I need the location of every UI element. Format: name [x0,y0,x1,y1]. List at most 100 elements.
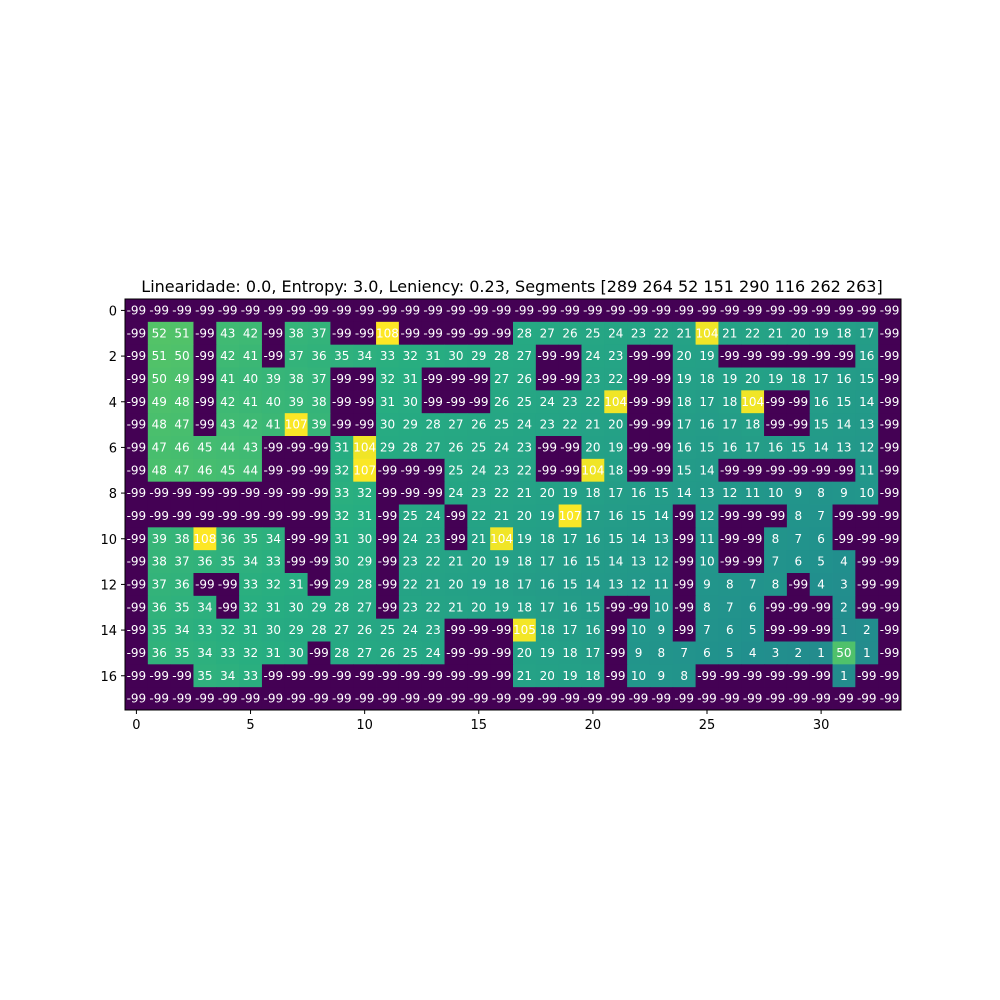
heatmap-cell [193,641,217,665]
cell-value-label: -99 [674,600,694,614]
heatmap-cell [581,504,605,528]
cell-value-label: -99 [743,509,763,523]
heatmap-cell [581,299,605,323]
cell-value-label: 15 [836,395,851,409]
heatmap-cell [421,299,445,323]
cell-value-label: 17 [859,326,874,340]
heatmap-cell [398,481,423,505]
cell-value-label: 29 [334,577,349,591]
cell-value-label: -99 [400,669,420,683]
cell-value-label: -99 [537,303,557,317]
cell-value-label: -99 [652,395,672,409]
heatmap-cell [672,390,696,414]
heatmap-cell [193,595,217,620]
cell-value-label: 17 [677,418,692,432]
cell-value-label: 2 [863,623,871,637]
heatmap-cell [147,413,172,437]
heatmap-cell [535,344,560,368]
heatmap-cell [558,687,582,711]
heatmap-cell [353,390,377,414]
cell-value-label: 29 [380,440,395,454]
heatmap-cell [672,436,696,460]
heatmap-cell [809,687,833,711]
cell-value-label: 16 [585,532,600,546]
plot-frame [124,298,902,711]
cell-value-label: -99 [127,303,147,317]
heatmap-cell [307,299,331,323]
cell-value-label: 16 [540,577,555,591]
heatmap-cell [604,550,628,574]
cell-value-label: -99 [766,509,786,523]
cell-value-label: 24 [425,509,440,523]
heatmap-cell [261,367,286,391]
heatmap-cell [513,436,537,460]
cell-value-label: -99 [537,692,557,706]
cell-value-label: 25 [517,395,532,409]
cell-value-label: 10 [859,486,874,500]
cell-value-label: 30 [380,418,395,432]
cell-value-label: 30 [334,555,349,569]
heatmap-cell [125,481,149,505]
cell-value-label: 11 [745,486,760,500]
cell-value-label: 20 [540,486,555,500]
cell-value-label: 19 [517,532,532,546]
heatmap-cell [125,321,149,346]
cell-value-label: -99 [629,440,649,454]
cell-value-label: 30 [266,623,281,637]
heatmap-cell [444,618,468,642]
heatmap-cell [330,481,354,505]
heatmap-cell [376,664,400,688]
heatmap-cell [558,390,582,414]
cell-value-label: 20 [517,509,532,523]
heatmap-cell [444,595,468,620]
heatmap-cell [535,595,560,620]
cell-value-label: -99 [720,509,740,523]
heatmap-cell [193,664,217,688]
cell-value-label: -99 [811,463,831,477]
heatmap-cell [376,595,400,620]
heatmap-cell [467,641,491,665]
heatmap-cells [125,299,902,711]
heatmap-cell [764,550,788,574]
cell-value-label: -99 [127,577,147,591]
cell-value-label: -99 [811,600,831,614]
cell-value-label: 26 [562,326,577,340]
heatmap-cell [718,595,742,620]
cell-value-label: 25 [403,646,418,660]
heatmap-cell [421,573,445,597]
heatmap-cell [170,664,194,688]
heatmap-cell [261,687,286,711]
heatmap-cell [627,687,651,711]
cell-value-label: -99 [857,555,877,569]
y-tick-label: 0 [109,304,117,319]
cell-value-label: 38 [174,532,189,546]
heatmap-cell [855,458,879,483]
heatmap-cell [125,458,149,483]
cell-value-label: -99 [309,555,329,569]
heatmap-cell [398,687,423,711]
cell-value-label: 20 [448,577,463,591]
cell-value-label: 18 [608,463,623,477]
heatmap-cell [444,573,468,597]
cell-value-label: 34 [266,532,281,546]
heatmap-cell [695,618,719,642]
heatmap-cell [535,504,560,528]
cell-value-label: 22 [425,555,440,569]
cell-value-label: -99 [834,463,854,477]
cell-value-label: -99 [880,555,900,569]
heatmap-cell [216,618,240,642]
cell-value-label: -99 [446,692,466,706]
heatmap-cell [513,299,537,323]
heatmap-cell [809,481,833,505]
cell-value-label: 104 [741,395,764,409]
cell-value-label: 1 [863,646,871,660]
heatmap-cell [649,299,674,323]
heatmap-cell [467,367,491,391]
cell-value-label: -99 [309,532,329,546]
heatmap-cell [216,550,240,574]
heatmap-cell [878,504,902,528]
heatmap-cell [193,550,217,574]
cell-value-label: 11 [859,463,874,477]
heatmap-cell [809,550,833,574]
heatmap-cell [125,436,149,460]
